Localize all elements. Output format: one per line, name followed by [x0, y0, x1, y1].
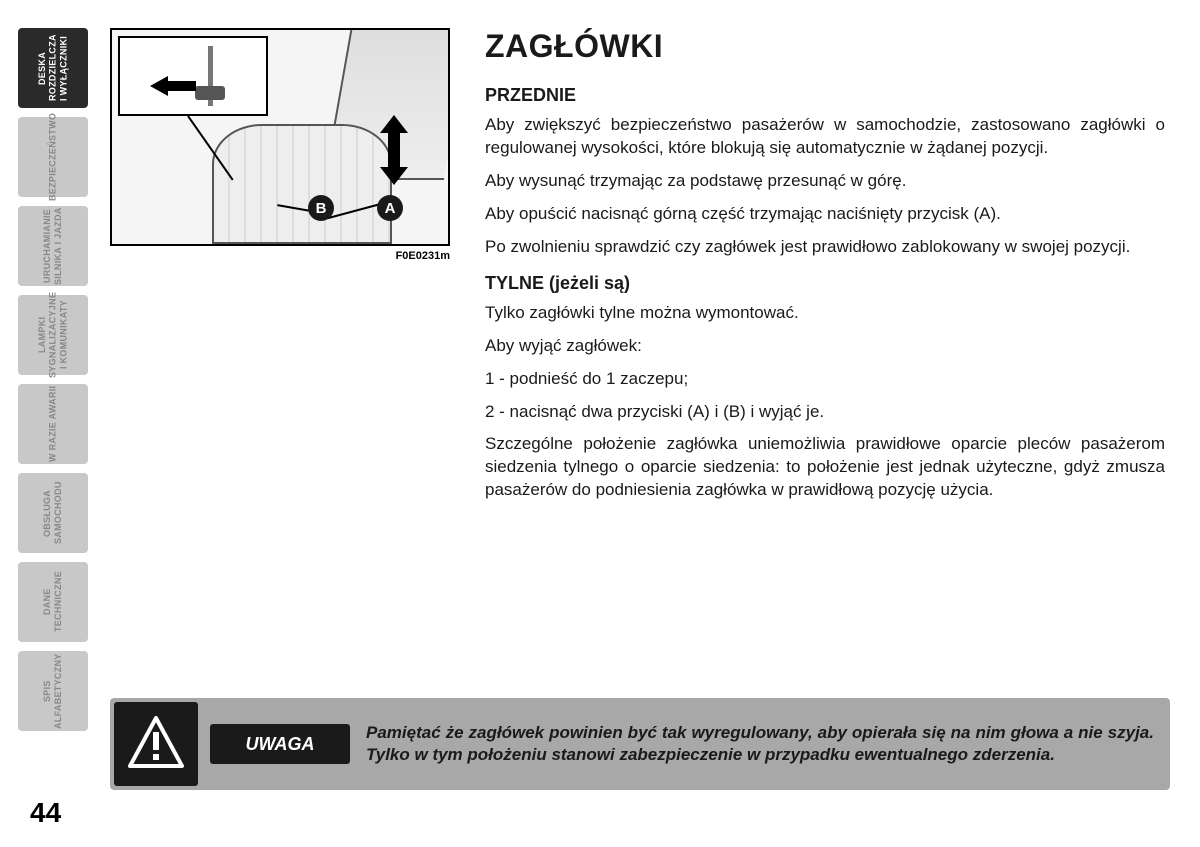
tab-emergency[interactable]: W RAZIE AWARII [18, 384, 88, 464]
arrow-left-icon [150, 76, 196, 96]
figure-inset [118, 36, 268, 116]
page-number: 44 [30, 797, 61, 829]
tab-dashboard[interactable]: DESKAROZDZIELCZAI WYŁĄCZNIKI [18, 28, 88, 108]
para: Po zwolnieniu sprawdzić czy zagłówek jes… [485, 236, 1165, 259]
page-title: ZAGŁÓWKI [485, 28, 1165, 65]
sidebar-tabs: DESKAROZDZIELCZAI WYŁĄCZNIKI BEZPIECZEŃS… [18, 28, 88, 731]
para: Szczególne położenie zagłówka uniemożliw… [485, 433, 1165, 502]
callout-a: A [377, 195, 403, 221]
para: Tylko zagłówki tylne można wymontować. [485, 302, 1165, 325]
para: Aby opuścić nacisnąć górną część trzymaj… [485, 203, 1165, 226]
para: Aby wysunąć trzymając za podstawę przesu… [485, 170, 1165, 193]
tab-index[interactable]: SPISALFABETYCZNY [18, 651, 88, 731]
para: Aby zwiększyć bezpieczeństwo pasażerów w… [485, 114, 1165, 160]
tab-safety[interactable]: BEZPIECZEŃSTWO [18, 117, 88, 197]
arrow-updown-icon [380, 115, 408, 185]
tab-service[interactable]: OBSŁUGASAMOCHODU [18, 473, 88, 553]
callout-b: B [308, 195, 334, 221]
figure-illustration: A B [110, 28, 450, 246]
figure-headrest: A B F0E0231m [110, 28, 450, 262]
warning-text: Pamiętać że zagłówek powinien być tak wy… [350, 722, 1170, 766]
tab-lamps[interactable]: LAMPKISYGNALIZACYJNEI KOMUNIKATY [18, 295, 88, 375]
para: 2 - nacisnąć dwa przyciski (A) i (B) i w… [485, 401, 1165, 424]
figure-caption: F0E0231m [110, 250, 450, 262]
main-content: ZAGŁÓWKI PRZEDNIE Aby zwiększyć bezpiecz… [485, 28, 1165, 512]
para: Aby wyjąć zagłówek: [485, 335, 1165, 358]
warning-box: UWAGA Pamiętać że zagłówek powinien być … [110, 698, 1170, 790]
heading-front: PRZEDNIE [485, 85, 1165, 106]
tab-technical[interactable]: DANETECHNICZNE [18, 562, 88, 642]
heading-rear: TYLNE (jeżeli są) [485, 273, 1165, 294]
warning-icon [114, 702, 198, 786]
para: 1 - podnieść do 1 zaczepu; [485, 368, 1165, 391]
tab-engine[interactable]: URUCHAMIANIESILNIKA I JAZDA [18, 206, 88, 286]
warning-label: UWAGA [210, 724, 350, 764]
